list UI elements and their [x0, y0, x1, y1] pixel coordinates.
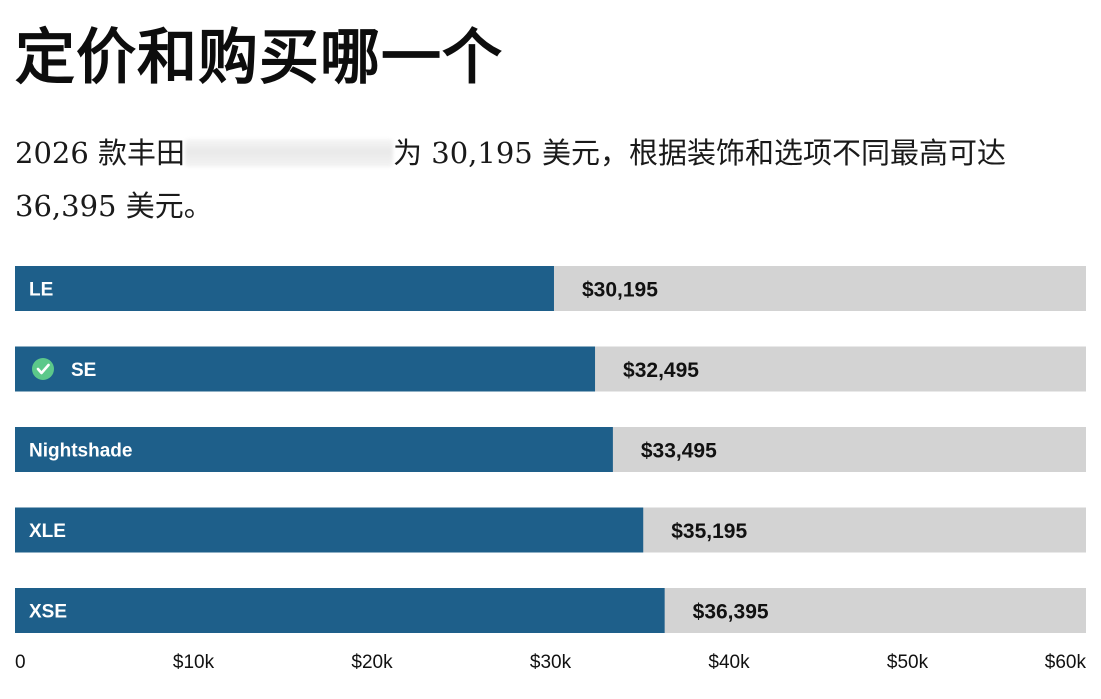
bar-group-le: LE $30,195 [15, 266, 1086, 311]
bar-label-xle: XLE [29, 521, 66, 542]
x-tick-label: $20k [351, 652, 393, 673]
value-label-nightshade: $33,495 [641, 440, 717, 463]
x-tick-label: $30k [530, 652, 572, 673]
bar-group-xle: XLE $35,195 [15, 507, 1086, 553]
check-mark-icon [36, 363, 50, 375]
bar-le [15, 266, 554, 311]
bar-label-le: LE [29, 280, 53, 301]
value-label-le: $30,195 [582, 279, 658, 302]
bar-group-se: SE $32,495 [15, 346, 1086, 392]
value-label-xse: $36,395 [693, 601, 769, 624]
check-circle-icon [32, 358, 54, 380]
x-tick-label: 0 [15, 652, 26, 673]
bar-label-se: SE [71, 360, 96, 381]
check-circle-icon-bg [32, 358, 54, 380]
subtitle-prefix: 2026 款丰田 [15, 136, 186, 170]
bar-xle [15, 507, 644, 553]
chart-subtitle: 2026 款丰田为 30,195 美元，根据装饰和选项不同最高可达 36,395… [15, 127, 1090, 233]
bar-xse [15, 588, 665, 633]
value-label-xle: $35,195 [671, 520, 747, 543]
bars-layer: LE $30,195 SE $32,495 Nightshade $33,495 XLE $3… [15, 266, 1086, 633]
bar-label-xse: XSE [29, 602, 67, 623]
bar-group-xse: XSE $36,395 [15, 588, 1086, 633]
blurred-text-region [185, 139, 394, 167]
bar-se [15, 346, 596, 392]
x-tick-label: $10k [173, 652, 215, 673]
bar-group-nightshade: Nightshade $33,495 [15, 427, 1086, 472]
page-title: 定价和购买哪一个 [15, 23, 503, 93]
bar-label-nightshade: Nightshade [29, 441, 132, 462]
bar-nightshade [15, 427, 613, 472]
x-tick-label: $50k [887, 652, 929, 673]
x-tick-label: $40k [708, 652, 750, 673]
x-tick-label: $60k [1045, 652, 1087, 673]
subtitle-suffix: 为 30,195 美元，根据装饰和选项不同最高可达 36,395 美元。 [15, 136, 1006, 223]
x-axis-ticks: 0 $10k $20k $30k $40k $50k $60k [15, 652, 1086, 673]
value-label-se: $32,495 [623, 359, 699, 382]
